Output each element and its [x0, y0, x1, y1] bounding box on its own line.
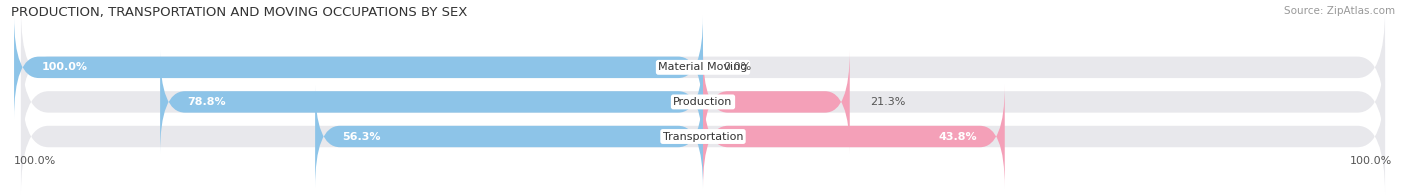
- Text: 100.0%: 100.0%: [42, 62, 87, 72]
- Text: Source: ZipAtlas.com: Source: ZipAtlas.com: [1284, 6, 1395, 16]
- Text: PRODUCTION, TRANSPORTATION AND MOVING OCCUPATIONS BY SEX: PRODUCTION, TRANSPORTATION AND MOVING OC…: [11, 6, 468, 19]
- Text: 100.0%: 100.0%: [14, 156, 56, 166]
- Text: Transportation: Transportation: [662, 132, 744, 142]
- FancyBboxPatch shape: [21, 9, 1385, 126]
- Text: 78.8%: 78.8%: [187, 97, 226, 107]
- Text: 100.0%: 100.0%: [1350, 156, 1392, 166]
- FancyBboxPatch shape: [315, 85, 703, 188]
- FancyBboxPatch shape: [21, 44, 1385, 160]
- FancyBboxPatch shape: [703, 50, 849, 153]
- Text: 21.3%: 21.3%: [870, 97, 905, 107]
- FancyBboxPatch shape: [160, 50, 703, 153]
- Text: 56.3%: 56.3%: [343, 132, 381, 142]
- Text: Material Moving: Material Moving: [658, 62, 748, 72]
- Text: Production: Production: [673, 97, 733, 107]
- FancyBboxPatch shape: [703, 85, 1005, 188]
- Text: 43.8%: 43.8%: [939, 132, 977, 142]
- FancyBboxPatch shape: [14, 16, 703, 119]
- Text: 0.0%: 0.0%: [724, 62, 752, 72]
- FancyBboxPatch shape: [21, 78, 1385, 195]
